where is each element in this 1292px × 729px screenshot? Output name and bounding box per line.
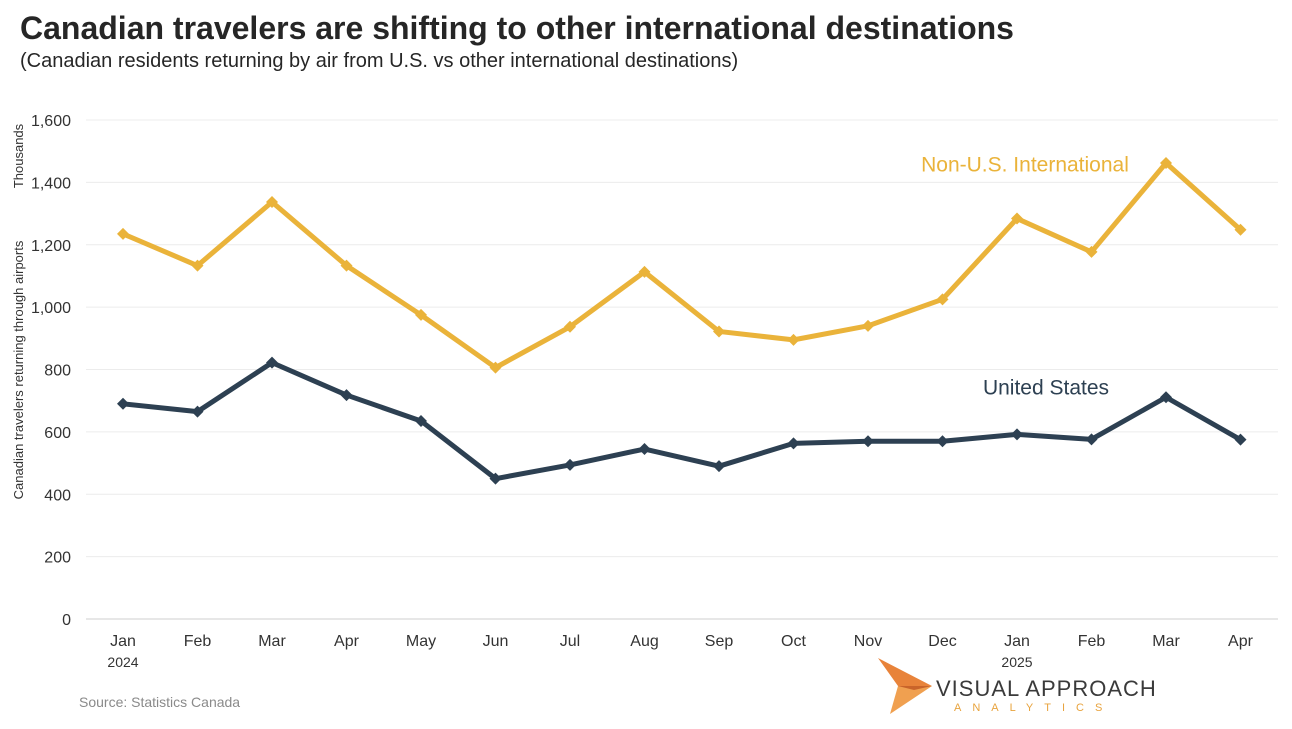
data-point <box>862 435 874 448</box>
x-tick-label: Oct <box>781 633 806 650</box>
data-point <box>340 389 353 402</box>
x-year-label: 2025 <box>1001 654 1032 670</box>
data-point <box>1011 212 1023 225</box>
x-tick-label: Jul <box>560 633 580 650</box>
data-point <box>1234 433 1247 446</box>
data-point <box>415 308 427 321</box>
data-point <box>936 435 949 448</box>
y-tick-label: 1,400 <box>31 175 71 192</box>
x-tick-label: Jan <box>110 633 136 650</box>
chart-subtitle: (Canadian residents returning by air fro… <box>20 50 739 72</box>
data-point <box>1085 245 1098 258</box>
y-tick-label: 400 <box>44 487 71 504</box>
data-point <box>340 259 353 272</box>
x-tick-label: Apr <box>1228 633 1254 650</box>
x-year-label: 2024 <box>107 654 138 670</box>
data-point <box>415 414 427 427</box>
x-tick-label: Feb <box>1078 633 1106 650</box>
series-line <box>120 160 1243 371</box>
logo-text: VISUAL APPROACH <box>936 676 1157 701</box>
x-tick-label: Jun <box>483 633 509 650</box>
y-tick-label: 200 <box>44 550 71 567</box>
data-point <box>1085 433 1098 446</box>
y-tick-label: 1,000 <box>31 300 71 317</box>
x-tick-label: Mar <box>1152 633 1180 650</box>
data-point <box>713 460 725 473</box>
data-point <box>489 472 502 485</box>
logo-mark-icon <box>878 658 932 714</box>
y-unit-label: Thousands <box>11 123 26 188</box>
y-tick-label: 800 <box>44 363 71 380</box>
series-label: Non-U.S. International <box>921 154 1129 177</box>
x-tick-label: Mar <box>258 633 286 650</box>
x-tick-label: Sep <box>705 633 734 650</box>
data-point <box>1011 428 1023 441</box>
data-point <box>787 333 800 346</box>
data-point <box>638 443 651 456</box>
chart-title: Canadian travelers are shifting to other… <box>20 10 1014 46</box>
data-point <box>1234 223 1247 236</box>
data-point <box>191 259 204 272</box>
x-tick-label: Apr <box>334 633 360 650</box>
logo-subtext: ANALYTICS <box>954 702 1114 714</box>
data-point <box>1160 157 1172 170</box>
y-tick-label: 0 <box>62 612 71 629</box>
data-point <box>638 265 651 278</box>
series-label: United States <box>983 377 1109 400</box>
data-point <box>489 361 502 374</box>
y-tick-label: 1,200 <box>31 238 71 255</box>
company-logo: VISUAL APPROACH ANALYTICS <box>876 656 1176 720</box>
data-point <box>266 356 278 369</box>
data-point <box>117 397 129 410</box>
data-point <box>117 227 129 240</box>
data-point <box>564 458 576 471</box>
data-point <box>191 405 204 418</box>
data-point <box>564 320 576 333</box>
x-tick-label: Aug <box>630 633 658 650</box>
y-tick-label: 1,600 <box>31 113 71 130</box>
x-tick-label: Nov <box>854 633 882 650</box>
series-line <box>120 360 1243 482</box>
x-tick-label: Jan <box>1004 633 1030 650</box>
source-note: Source: Statistics Canada <box>79 694 241 710</box>
data-point <box>713 325 725 338</box>
x-tick-label: May <box>406 633 436 650</box>
x-tick-label: Feb <box>184 633 212 650</box>
data-point <box>1160 391 1172 404</box>
data-point <box>266 196 278 209</box>
data-point <box>936 293 949 306</box>
data-point <box>787 437 800 450</box>
y-axis-label: Canadian travelers returning through air… <box>11 240 26 499</box>
data-point <box>862 319 874 332</box>
y-tick-label: 600 <box>44 425 71 442</box>
x-tick-label: Dec <box>928 633 956 650</box>
